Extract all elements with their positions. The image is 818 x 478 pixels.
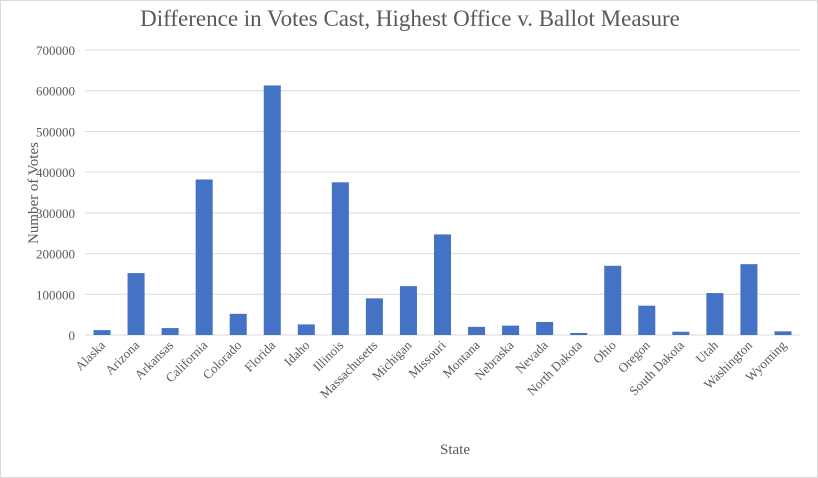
bar-illinois — [331, 182, 349, 335]
bar-florida — [263, 85, 281, 336]
bar-arkansas — [161, 328, 179, 335]
y-tick-label: 500000 — [36, 124, 75, 139]
bar-montana — [468, 326, 486, 335]
bars — [93, 85, 792, 336]
y-tick-label: 400000 — [36, 165, 75, 180]
bar-utah — [706, 293, 724, 335]
y-tick-label: 600000 — [36, 84, 75, 99]
y-tick-label: 0 — [69, 328, 76, 343]
bar-colorado — [229, 313, 247, 335]
bar-arizona — [127, 273, 145, 335]
y-tick-label: 200000 — [36, 247, 75, 262]
x-tick-label: Ohio — [590, 338, 619, 367]
bar-north-dakota — [570, 332, 588, 335]
bar-nebraska — [502, 325, 520, 335]
bar-washington — [740, 264, 758, 335]
bar-california — [195, 179, 213, 335]
y-axis-ticks: 0 100000 200000 300000 400000 500000 600000 700… — [36, 43, 75, 343]
x-axis-ticks: AlaskaArizonaArkansasCaliforniaColoradoF… — [72, 337, 789, 401]
bar-massachusetts — [365, 298, 383, 335]
y-tick-label: 700000 — [36, 43, 75, 58]
bar-nevada — [536, 321, 554, 335]
x-axis-title: State — [440, 442, 470, 458]
chart-title: Difference in Votes Cast, Highest Office… — [140, 6, 680, 31]
x-tick-label: Utah — [693, 337, 722, 366]
y-tick-label: 300000 — [36, 206, 75, 221]
bar-missouri — [433, 234, 452, 335]
bar-ohio — [604, 265, 622, 335]
bar-michigan — [399, 286, 417, 335]
x-tick-label: Florida — [241, 337, 278, 374]
bar-south-dakota — [672, 331, 690, 335]
bar-oregon — [638, 305, 656, 335]
bar-wyoming — [774, 331, 792, 335]
bar-idaho — [297, 324, 315, 335]
y-tick-label: 100000 — [36, 287, 75, 302]
y-axis-title: Number of Votes — [26, 142, 42, 244]
x-tick-label: Idaho — [281, 338, 313, 370]
bar-alaska — [93, 330, 111, 335]
